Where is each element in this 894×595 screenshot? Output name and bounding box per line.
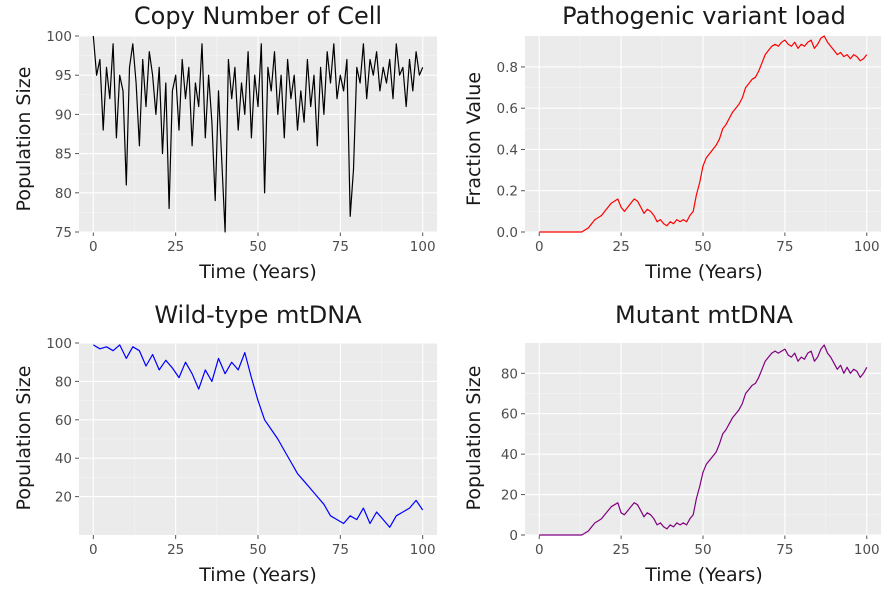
y-tick-label: 85 xyxy=(55,147,72,163)
x-tick-label: 75 xyxy=(332,239,349,255)
y-tick-label: 0.0 xyxy=(497,225,518,241)
y-tick-label: 95 xyxy=(55,68,72,84)
x-tick-label: 75 xyxy=(776,239,793,255)
plot-area: 0 25 50 75 100 75 80 85 90 95 100 xyxy=(46,29,437,255)
x-tick-label: 0 xyxy=(89,542,98,558)
x-tick-label: 50 xyxy=(694,542,711,558)
y-tick-label: 80 xyxy=(501,366,518,382)
y-tick-label: 100 xyxy=(46,29,72,45)
chart-title: Wild-type mtDNA xyxy=(154,301,362,329)
x-tick-label: 100 xyxy=(410,542,436,558)
x-tick-label: 50 xyxy=(249,542,266,558)
y-tick-label: 20 xyxy=(501,488,518,504)
y-tick-label: 0.4 xyxy=(497,142,518,158)
x-tick-label: 75 xyxy=(332,542,349,558)
x-tick-label: 0 xyxy=(89,239,98,255)
x-tick-label: 25 xyxy=(167,239,184,255)
x-tick-label: 50 xyxy=(694,239,711,255)
x-tick-label: 100 xyxy=(854,542,880,558)
series-line xyxy=(539,35,868,233)
x-tick-label: 100 xyxy=(410,239,436,255)
x-tick-label: 0 xyxy=(535,542,544,558)
series-line xyxy=(92,344,424,528)
x-tick-label: 25 xyxy=(167,542,184,558)
y-tick-label: 40 xyxy=(501,447,518,463)
y-axis-label: Population Size xyxy=(13,366,35,511)
y-tick-label: 60 xyxy=(55,413,72,429)
plot-area: 0 25 50 75 100 0.0 0.2 0.4 0.6 0.8 xyxy=(497,35,881,255)
y-tick-label: 80 xyxy=(55,374,72,390)
chart-title: Pathogenic variant load xyxy=(562,2,846,30)
y-tick-label: 75 xyxy=(55,225,72,241)
x-tick-label: 50 xyxy=(249,239,266,255)
series-line xyxy=(92,35,424,233)
y-tick-label: 60 xyxy=(501,407,518,423)
chart-title: Copy Number of Cell xyxy=(134,2,382,30)
y-axis-label: Population Size xyxy=(463,366,485,511)
y-tick-label: 80 xyxy=(55,186,72,202)
plot-area: 0 25 50 75 100 0 20 40 60 80 xyxy=(501,343,881,558)
chart-mutant-mtdna: Mutant mtDNA Time (Years) Population Siz… xyxy=(463,301,881,586)
x-axis-label: Time (Years) xyxy=(198,261,317,283)
plot-area: 0 25 50 75 100 20 40 60 80 100 xyxy=(46,336,437,558)
y-tick-label: 20 xyxy=(55,490,72,506)
x-tick-label: 25 xyxy=(613,239,630,255)
y-axis-label: Fraction Value xyxy=(463,72,485,206)
y-tick-label: 90 xyxy=(55,107,72,123)
y-tick-label: 100 xyxy=(46,336,72,352)
y-tick-label: 0.2 xyxy=(497,184,518,200)
x-tick-label: 25 xyxy=(613,542,630,558)
chart-pathogenic-variant-load: Pathogenic variant load Time (Years) Fra… xyxy=(463,2,881,283)
series-line xyxy=(539,344,868,536)
chart-title: Mutant mtDNA xyxy=(615,301,794,329)
x-tick-label: 75 xyxy=(776,542,793,558)
x-tick-label: 100 xyxy=(854,239,880,255)
y-tick-label: 40 xyxy=(55,451,72,467)
x-axis-label: Time (Years) xyxy=(644,261,763,283)
y-tick-label: 0 xyxy=(509,528,518,544)
x-axis-label: Time (Years) xyxy=(198,564,317,586)
y-tick-label: 0.6 xyxy=(497,101,518,117)
chart-copy-number: Copy Number of Cell Time (Years) Populat… xyxy=(13,2,437,283)
y-axis-label: Population Size xyxy=(13,67,35,212)
x-axis-label: Time (Years) xyxy=(644,564,763,586)
chart-wild-type-mtdna: Wild-type mtDNA Time (Years) Population … xyxy=(13,301,437,586)
y-tick-label: 0.8 xyxy=(497,60,518,76)
x-tick-label: 0 xyxy=(535,239,544,255)
